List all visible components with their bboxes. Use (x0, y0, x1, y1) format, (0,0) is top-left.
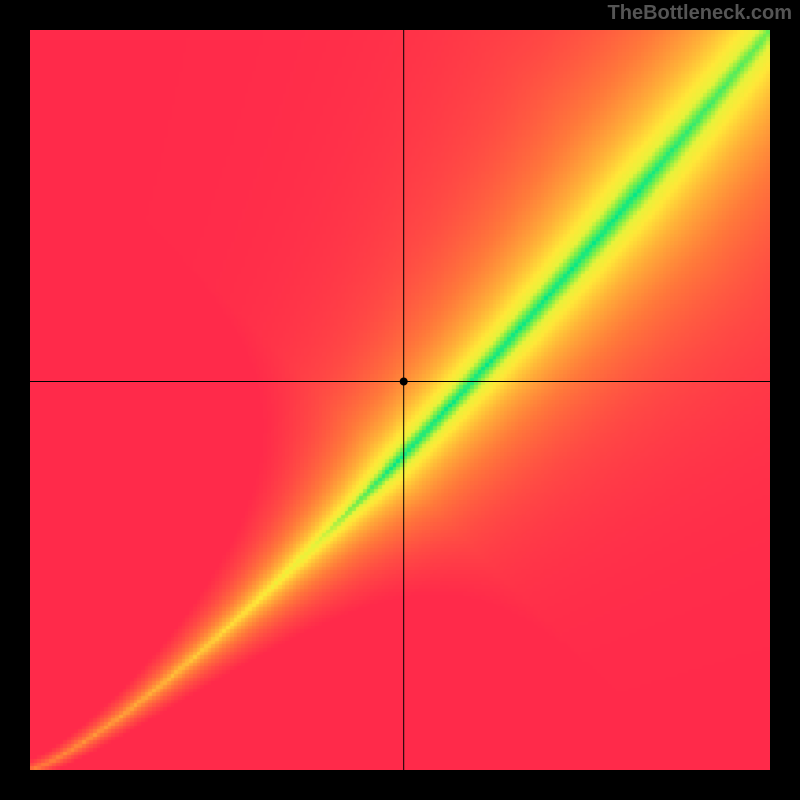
watermark-text: TheBottleneck.com (608, 2, 792, 25)
chart-container: TheBottleneck.com (0, 0, 800, 800)
heatmap-canvas (30, 30, 770, 770)
